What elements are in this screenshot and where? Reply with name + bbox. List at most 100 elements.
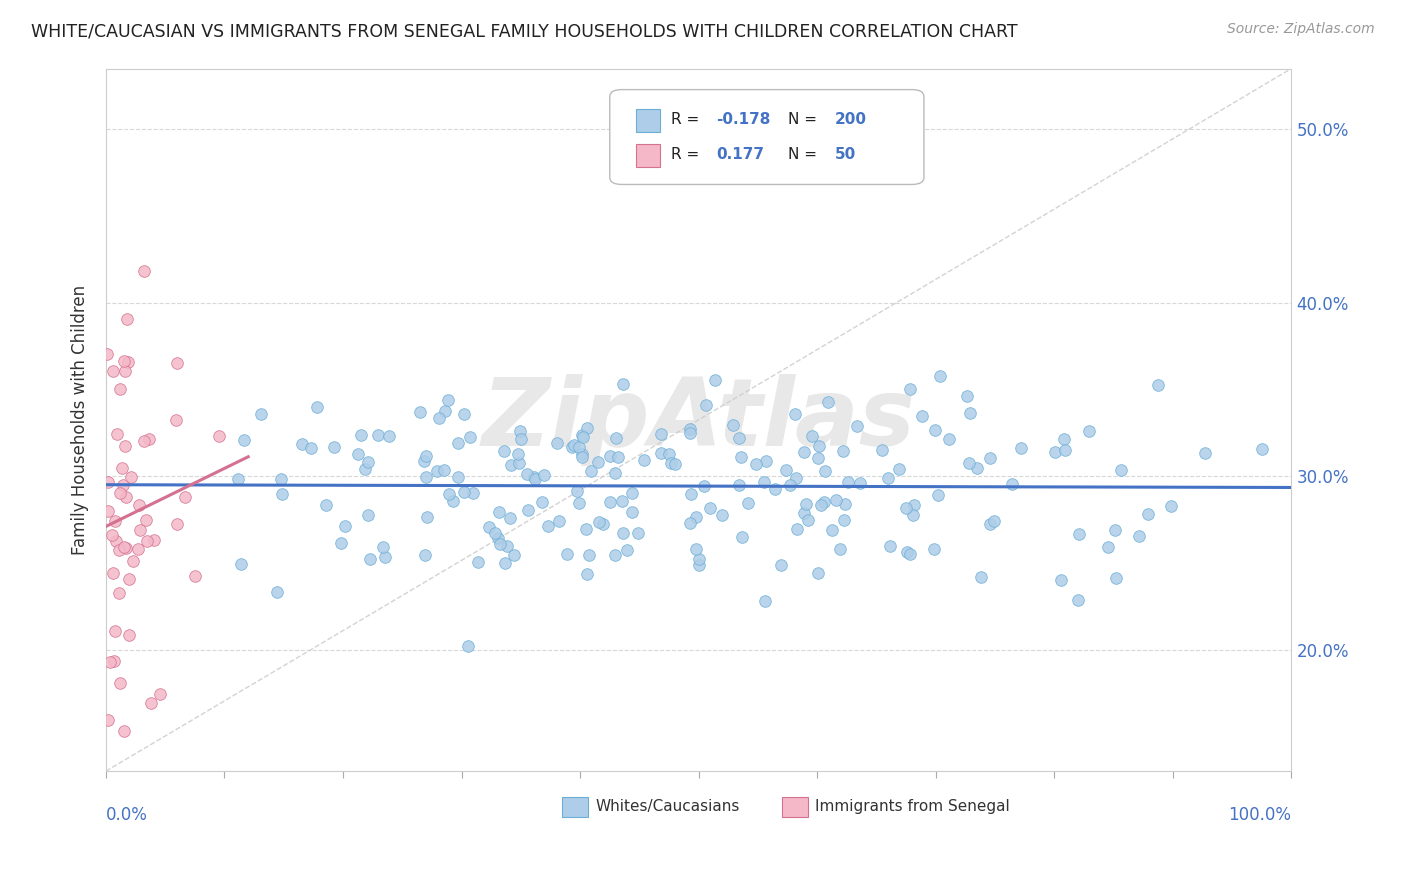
Point bbox=[136, 534, 159, 549]
Point bbox=[928, 369, 950, 384]
Point bbox=[516, 467, 538, 481]
Point bbox=[704, 373, 727, 387]
Point bbox=[797, 513, 820, 527]
Point bbox=[727, 477, 749, 491]
Point bbox=[970, 570, 993, 584]
Point bbox=[1050, 573, 1073, 587]
Point bbox=[120, 469, 142, 483]
Point bbox=[523, 472, 546, 486]
Point bbox=[1109, 463, 1132, 477]
Point bbox=[447, 436, 470, 450]
Point bbox=[650, 445, 672, 459]
Point bbox=[506, 447, 529, 461]
Text: R =: R = bbox=[672, 147, 700, 162]
Point bbox=[957, 456, 980, 470]
Point bbox=[832, 444, 855, 458]
Point bbox=[763, 482, 786, 496]
Point bbox=[359, 552, 381, 566]
Point bbox=[650, 426, 672, 441]
Point bbox=[679, 422, 702, 436]
Point bbox=[779, 478, 801, 492]
Point bbox=[834, 497, 856, 511]
Point bbox=[755, 454, 778, 468]
Point bbox=[830, 541, 852, 556]
Point bbox=[108, 382, 131, 396]
Point bbox=[927, 488, 949, 502]
Point bbox=[731, 530, 754, 544]
Point bbox=[127, 542, 149, 557]
Point bbox=[413, 549, 436, 563]
Point bbox=[979, 450, 1001, 465]
Point bbox=[658, 448, 681, 462]
Text: ZipAtlas: ZipAtlas bbox=[482, 374, 915, 466]
Point bbox=[572, 430, 595, 444]
Point bbox=[425, 464, 447, 478]
Point bbox=[165, 412, 187, 426]
Point bbox=[605, 431, 627, 445]
Point bbox=[128, 498, 150, 512]
Point bbox=[208, 429, 231, 443]
Point bbox=[603, 548, 626, 562]
Point bbox=[728, 431, 751, 445]
Point bbox=[432, 463, 454, 477]
Point bbox=[820, 523, 842, 537]
Point bbox=[115, 311, 138, 326]
Point bbox=[266, 585, 288, 599]
Point bbox=[441, 494, 464, 508]
Point bbox=[453, 484, 475, 499]
Point bbox=[166, 517, 188, 532]
Point bbox=[502, 548, 524, 562]
Point bbox=[112, 724, 135, 739]
Point bbox=[233, 433, 256, 447]
Point bbox=[488, 505, 510, 519]
Point bbox=[108, 586, 131, 600]
Point bbox=[354, 462, 377, 476]
Point bbox=[575, 421, 598, 435]
Point bbox=[492, 444, 515, 458]
Point bbox=[270, 486, 292, 500]
Point bbox=[1160, 499, 1182, 513]
Point bbox=[143, 533, 166, 547]
Point bbox=[437, 487, 460, 501]
Text: Source: ZipAtlas.com: Source: ZipAtlas.com bbox=[1227, 22, 1375, 37]
Point bbox=[357, 455, 380, 469]
Point bbox=[664, 457, 686, 471]
Point bbox=[101, 528, 124, 542]
Point bbox=[966, 460, 988, 475]
Point bbox=[322, 440, 344, 454]
Point bbox=[793, 445, 815, 459]
Point bbox=[1194, 446, 1216, 460]
Point bbox=[679, 487, 702, 501]
Point bbox=[104, 534, 127, 549]
Point bbox=[752, 475, 775, 489]
Point bbox=[458, 430, 481, 444]
FancyBboxPatch shape bbox=[636, 110, 659, 132]
Point bbox=[523, 469, 546, 483]
Point bbox=[562, 438, 585, 452]
Point bbox=[166, 356, 188, 370]
Point bbox=[845, 419, 868, 434]
Point bbox=[711, 508, 734, 522]
Point bbox=[679, 425, 702, 440]
Point bbox=[447, 470, 470, 484]
Text: 50: 50 bbox=[835, 147, 856, 162]
Point bbox=[813, 464, 835, 478]
Point bbox=[305, 401, 328, 415]
Point bbox=[135, 513, 157, 527]
Point bbox=[616, 543, 638, 558]
Text: 100.0%: 100.0% bbox=[1229, 806, 1292, 824]
Point bbox=[692, 479, 714, 493]
Point bbox=[111, 478, 134, 492]
Point bbox=[555, 547, 578, 561]
Text: N =: N = bbox=[787, 147, 817, 162]
Point bbox=[571, 447, 593, 461]
Text: N =: N = bbox=[787, 112, 817, 128]
Point bbox=[887, 462, 910, 476]
Point bbox=[1077, 424, 1099, 438]
Point bbox=[139, 696, 162, 710]
Point bbox=[104, 514, 127, 528]
Point bbox=[568, 440, 591, 454]
Point bbox=[228, 471, 250, 485]
Point bbox=[101, 364, 124, 378]
Point bbox=[510, 432, 533, 446]
